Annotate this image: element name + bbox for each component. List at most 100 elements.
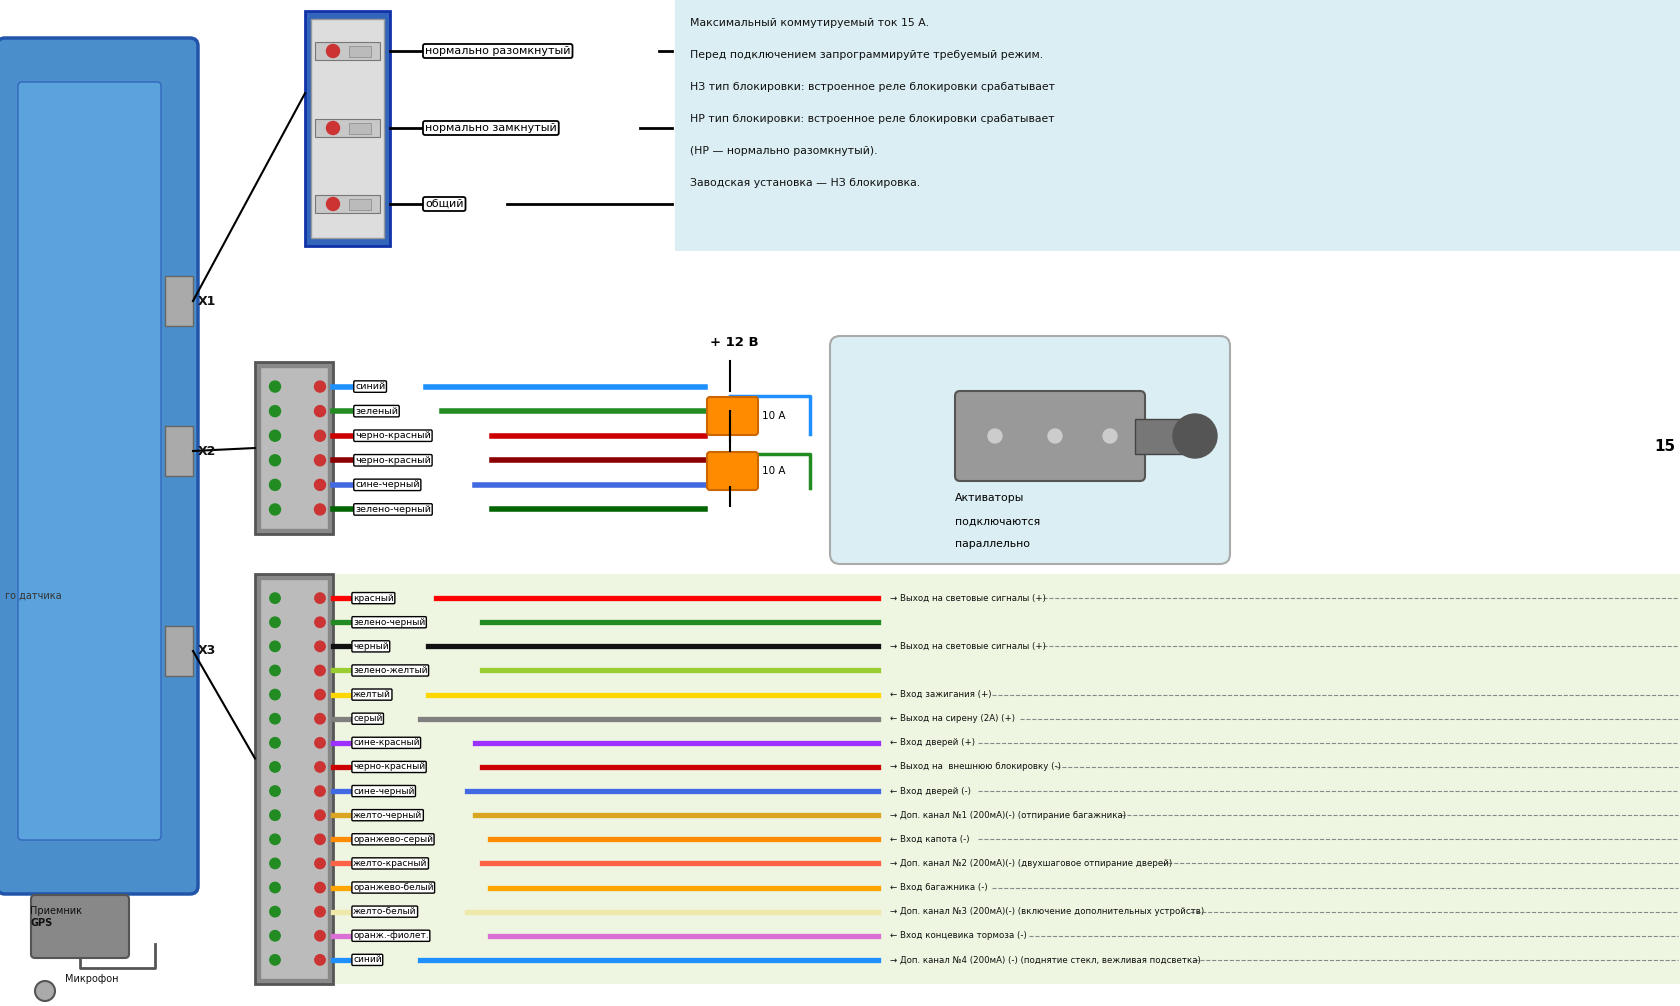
Text: сине-черный: сине-черный [353,787,415,796]
Text: нормально разомкнутый: нормально разомкнутый [425,46,570,56]
FancyBboxPatch shape [707,452,758,490]
Text: ← Вход зажигания (+): ← Вход зажигания (+) [889,690,991,699]
Circle shape [314,689,324,700]
Circle shape [314,786,324,797]
Text: черный: черный [353,642,388,651]
Text: Заводская установка — НЗ блокировка.: Заводская установка — НЗ блокировка. [689,178,919,188]
Circle shape [269,810,281,820]
Circle shape [35,981,55,1001]
Circle shape [269,834,281,844]
Text: Перед подключением запрограммируйте требуемый режим.: Перед подключением запрограммируйте треб… [689,50,1043,60]
Text: ← Вход капота (-): ← Вход капота (-) [889,835,969,844]
FancyBboxPatch shape [349,198,371,209]
Circle shape [269,713,281,724]
Circle shape [269,786,281,797]
Text: → Доп. канал №3 (200мА)(-) (включение дополнительных устройств): → Доп. канал №3 (200мА)(-) (включение до… [889,907,1203,916]
Text: GPS: GPS [30,918,52,928]
Text: зеленый: зеленый [354,406,398,415]
Circle shape [314,737,324,748]
FancyBboxPatch shape [0,38,198,894]
Text: ← Вход багажника (-): ← Вход багажника (-) [889,883,988,892]
Text: желтый: желтый [353,690,391,699]
Text: → Доп. канал №4 (200мА) (-) (поднятие стекл, вежливая подсветка): → Доп. канал №4 (200мА) (-) (поднятие ст… [889,956,1200,965]
Circle shape [326,197,339,210]
Circle shape [314,906,324,916]
Circle shape [314,665,324,676]
Circle shape [269,431,281,442]
Text: сине-красный: сине-красный [353,738,420,747]
Text: → Выход на световые сигналы (+): → Выход на световые сигналы (+) [889,642,1045,651]
FancyBboxPatch shape [830,336,1230,564]
Text: X3: X3 [198,645,217,658]
FancyBboxPatch shape [1134,420,1189,454]
FancyBboxPatch shape [260,579,328,979]
Text: красный: красный [353,594,393,603]
FancyBboxPatch shape [954,391,1144,481]
Text: черно-красный: черно-красный [354,456,430,465]
Circle shape [326,122,339,135]
Circle shape [314,641,324,652]
FancyBboxPatch shape [304,11,390,246]
Circle shape [269,593,281,604]
Circle shape [269,955,281,965]
Circle shape [314,593,324,604]
Circle shape [269,665,281,676]
Circle shape [314,405,326,416]
Text: Активаторы: Активаторы [954,493,1023,503]
Text: 10 А: 10 А [761,411,785,421]
Text: оранжево-белый: оранжево-белый [353,883,433,892]
Circle shape [269,479,281,490]
FancyBboxPatch shape [314,119,380,137]
Circle shape [988,429,1001,443]
Text: нормально замкнутый: нормально замкнутый [425,123,556,133]
Circle shape [314,504,326,515]
Circle shape [314,455,326,466]
Circle shape [269,858,281,868]
Circle shape [314,882,324,892]
Circle shape [269,405,281,416]
Text: черно-красный: черно-красный [353,763,425,772]
Circle shape [314,381,326,392]
Text: синий: синий [354,382,385,391]
Circle shape [314,931,324,941]
FancyBboxPatch shape [30,895,129,958]
FancyBboxPatch shape [165,276,193,326]
Text: (НР — нормально разомкнутый).: (НР — нормально разомкнутый). [689,146,877,156]
Circle shape [269,906,281,916]
Circle shape [269,762,281,773]
Text: ← Выход на сирену (2А) (+): ← Выход на сирену (2А) (+) [889,714,1015,723]
Text: го датчика: го датчика [5,591,62,601]
Circle shape [1047,429,1062,443]
Text: → Доп. канал №2 (200мА)(-) (двухшаговое отпирание дверей): → Доп. канал №2 (200мА)(-) (двухшаговое … [889,859,1171,868]
Text: параллельно: параллельно [954,539,1030,549]
Text: 10 А: 10 А [761,466,785,476]
Text: 15: 15 [1653,439,1673,454]
Text: → Выход на световые сигналы (+): → Выход на световые сигналы (+) [889,594,1045,603]
Text: зелено-желтый: зелено-желтый [353,666,427,675]
Text: серый: серый [353,714,381,723]
FancyBboxPatch shape [334,574,1680,984]
Circle shape [314,762,324,773]
Text: Микрофон: Микрофон [66,974,118,984]
Text: желто-белый: желто-белый [353,907,417,916]
FancyBboxPatch shape [314,42,380,60]
Circle shape [314,858,324,868]
FancyBboxPatch shape [311,19,383,238]
FancyBboxPatch shape [707,397,758,435]
Circle shape [269,617,281,628]
Text: Максимальный коммутируемый ток 15 А.: Максимальный коммутируемый ток 15 А. [689,18,929,28]
FancyBboxPatch shape [255,362,333,534]
Circle shape [269,931,281,941]
FancyBboxPatch shape [675,0,1680,252]
Circle shape [314,810,324,820]
Text: ← Вход дверей (-): ← Вход дверей (-) [889,787,971,796]
Text: Приемник: Приемник [30,906,82,916]
Text: подключаются: подключаются [954,517,1040,527]
Text: зелено-черный: зелено-черный [353,618,425,627]
Circle shape [314,479,326,490]
FancyBboxPatch shape [314,195,380,213]
Text: X2: X2 [198,445,217,458]
Text: желто-черный: желто-черный [353,811,422,820]
Text: + 12 В: + 12 В [709,336,758,349]
FancyBboxPatch shape [18,82,161,840]
